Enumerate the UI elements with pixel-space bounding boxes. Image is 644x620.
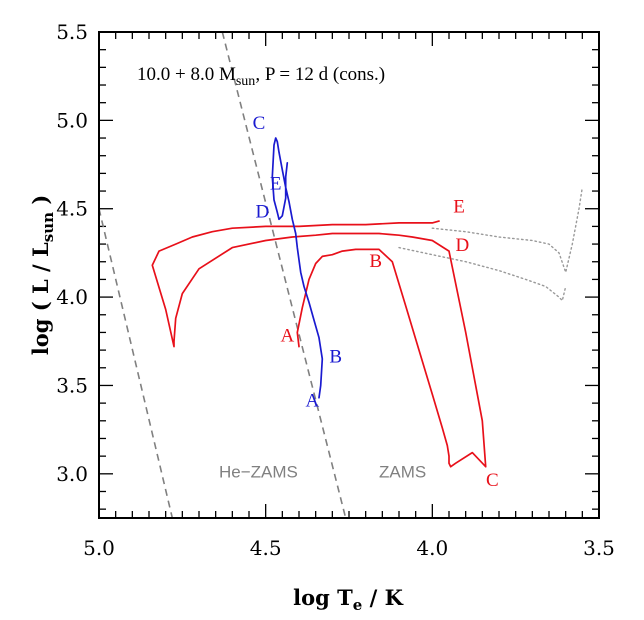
point-label: C <box>253 113 266 134</box>
y-axis-title: log ( L / Lsun ) <box>28 195 57 356</box>
reference-line <box>99 208 174 518</box>
series-line-secondary <box>271 137 324 399</box>
plot-frame <box>98 31 600 519</box>
x-tick-label: 4.0 <box>416 536 448 560</box>
point-label: A <box>280 325 294 346</box>
x-tick-label: 5.0 <box>83 536 115 560</box>
chart-title: 10.0 + 8.0 Msun, P = 12 d (cons.) <box>137 64 385 89</box>
x-axis-title: log Te / K <box>293 585 403 614</box>
point-label: E <box>453 196 465 217</box>
y-tick-label: 4.0 <box>56 285 88 309</box>
y-tick-label: 5.0 <box>56 108 88 132</box>
x-tick-label: 4.5 <box>250 536 282 560</box>
reference-line-label: He−ZAMS <box>219 462 298 481</box>
point-label: B <box>369 251 382 272</box>
y-tick-label: 3.0 <box>56 462 88 486</box>
tick-labels: 5.0 4.5 4.0 3.5 3.0 3.5 4.0 4.5 5.0 5.5 <box>56 20 615 560</box>
y-tick-label: 3.5 <box>56 373 88 397</box>
reference-lines <box>99 32 347 518</box>
reference-line-label: ZAMS <box>379 462 426 481</box>
y-tick-label: 4.5 <box>56 197 88 221</box>
reference-line-labels: ZAMS He−ZAMS <box>219 462 426 481</box>
x-tick-label: 3.5 <box>583 536 615 560</box>
reference-line <box>221 32 347 518</box>
point-label: C <box>486 470 499 491</box>
point-label: E <box>270 173 282 194</box>
series-line-primary <box>151 220 487 468</box>
series-line-companion-dotted-2 <box>398 246 567 302</box>
point-label: D <box>255 202 269 223</box>
y-tick-label: 5.5 <box>56 20 88 44</box>
point-label: D <box>455 235 469 256</box>
series-lines <box>151 137 583 468</box>
point-label: A <box>305 391 319 412</box>
point-label: B <box>329 346 342 367</box>
axis-ticks <box>98 31 600 518</box>
series-line-companion-dotted-1 <box>431 186 583 273</box>
